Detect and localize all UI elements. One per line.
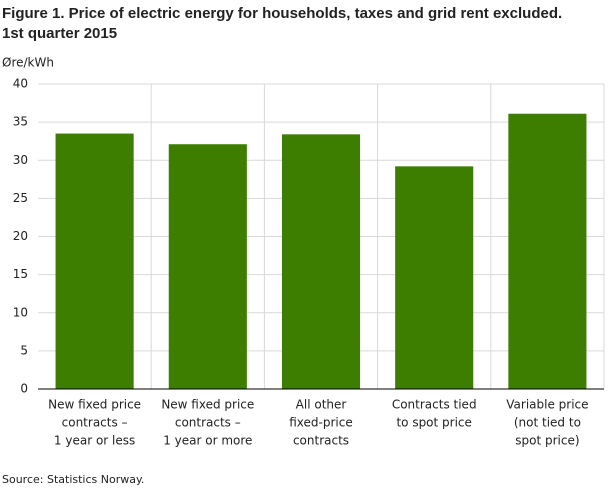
x-tick-label: New fixed price: [48, 398, 141, 412]
y-tick-label: 40: [13, 77, 28, 91]
x-tick-label: contracts –: [62, 416, 128, 430]
bar: [395, 166, 474, 389]
bar: [55, 133, 134, 389]
y-tick-label: 35: [13, 115, 28, 129]
chart-title: 1st quarter 2015: [2, 25, 117, 42]
x-tick-label: All other: [296, 398, 347, 412]
y-tick-label: 15: [13, 267, 28, 281]
x-tick-label: contracts: [293, 434, 349, 448]
y-tick-label: 10: [13, 305, 28, 319]
bar: [168, 144, 247, 389]
x-tick-label: Variable price: [506, 398, 588, 412]
x-tick-label: to spot price: [396, 416, 471, 430]
x-tick-label: New fixed price: [161, 398, 254, 412]
x-tick-label: spot price): [515, 434, 579, 448]
source: Source: Statistics Norway.: [2, 473, 144, 486]
y-tick-label: 20: [13, 229, 28, 243]
y-axis-label: Øre/kWh: [2, 56, 54, 70]
y-tick-label: 25: [13, 191, 28, 205]
y-tick-label: 5: [20, 343, 28, 357]
x-tick-label: 1 year or less: [54, 434, 135, 448]
x-tick-label: 1 year or more: [163, 434, 252, 448]
x-tick-label: contracts –: [175, 416, 241, 430]
chart-title: Figure 1. Price of electric energy for h…: [2, 5, 562, 22]
x-tick-label: fixed-price: [289, 416, 353, 430]
x-tick-label: (not tied to: [514, 416, 581, 430]
x-tick-label: Contracts tied: [392, 398, 477, 412]
y-tick-label: 0: [20, 382, 28, 396]
bar: [281, 134, 361, 389]
bar: [508, 113, 587, 390]
y-tick-label: 30: [13, 153, 28, 167]
